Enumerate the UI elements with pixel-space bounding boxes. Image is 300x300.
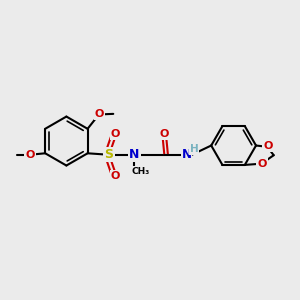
Text: O: O <box>111 171 120 181</box>
Text: O: O <box>160 129 169 139</box>
Text: H: H <box>190 144 199 154</box>
Text: S: S <box>105 148 114 161</box>
Text: N: N <box>129 148 140 161</box>
Text: O: O <box>258 159 267 169</box>
Text: O: O <box>95 109 104 119</box>
Text: CH₃: CH₃ <box>132 167 150 176</box>
Text: O: O <box>111 129 120 139</box>
Text: N: N <box>182 148 191 161</box>
Text: O: O <box>263 141 272 151</box>
Text: O: O <box>26 150 35 160</box>
